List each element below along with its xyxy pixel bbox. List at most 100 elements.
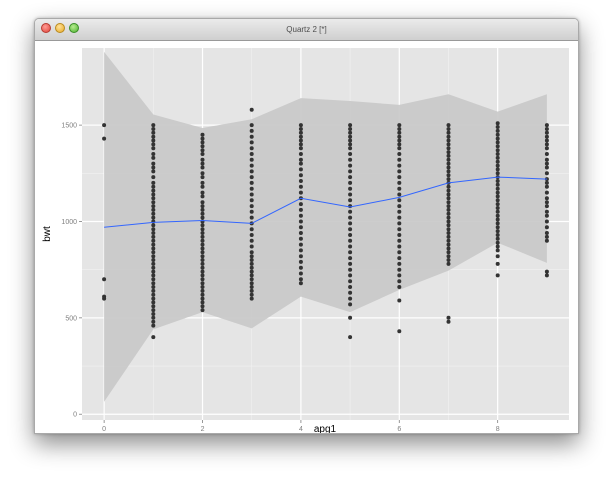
data-point	[200, 254, 205, 259]
data-point	[495, 206, 500, 210]
data-point	[249, 134, 254, 139]
data-point	[249, 281, 254, 286]
data-point	[348, 209, 353, 214]
data-point	[249, 209, 254, 214]
data-point	[200, 292, 205, 297]
data-point	[495, 261, 500, 266]
data-point	[151, 265, 156, 270]
data-point	[495, 182, 500, 187]
data-point	[495, 194, 500, 199]
data-point	[249, 288, 254, 293]
data-point	[397, 227, 402, 232]
chart-svg: 0 2 4 6 8 0 500 1000 1500 apg1 bwt	[42, 48, 569, 433]
data-point	[200, 238, 205, 243]
data-point	[348, 279, 353, 284]
data-point	[544, 142, 549, 147]
data-point	[397, 298, 402, 303]
data-point	[446, 227, 451, 232]
data-point	[298, 231, 303, 235]
data-point	[544, 190, 549, 195]
data-point	[249, 186, 254, 191]
data-point	[151, 196, 156, 201]
data-point	[151, 304, 156, 309]
data-point	[544, 165, 549, 170]
data-point	[348, 157, 353, 162]
data-point	[544, 231, 549, 235]
data-point	[495, 152, 500, 156]
data-point	[397, 130, 402, 135]
data-point	[249, 204, 254, 209]
data-point	[544, 273, 549, 278]
data-point	[249, 250, 254, 255]
data-point	[249, 152, 254, 156]
data-point	[348, 180, 353, 185]
data-point	[200, 285, 205, 289]
data-point	[249, 123, 254, 128]
data-point	[151, 123, 156, 128]
data-point	[200, 190, 205, 195]
minimize-button[interactable]	[55, 23, 65, 33]
data-point	[249, 258, 254, 262]
data-point	[200, 140, 205, 145]
data-point	[151, 250, 156, 255]
data-point	[151, 204, 156, 209]
data-point	[151, 261, 156, 266]
data-point	[298, 167, 303, 172]
data-point	[249, 169, 254, 174]
data-point	[348, 192, 353, 197]
data-point	[495, 248, 500, 253]
data-point	[495, 132, 500, 137]
data-point	[397, 267, 402, 272]
data-point	[151, 211, 156, 216]
data-point	[348, 267, 353, 272]
data-point	[446, 207, 451, 212]
data-point	[200, 258, 205, 262]
data-point	[249, 215, 254, 220]
data-point	[200, 132, 205, 137]
data-point	[348, 250, 353, 255]
data-point	[446, 238, 451, 243]
confidence-band	[104, 51, 547, 402]
data-point	[348, 244, 353, 249]
data-point	[544, 219, 549, 224]
data-point	[446, 315, 451, 320]
data-point	[495, 155, 500, 160]
data-point	[446, 196, 451, 201]
close-button[interactable]	[41, 23, 51, 33]
data-point	[544, 209, 549, 214]
data-point	[298, 134, 303, 139]
data-point	[249, 296, 254, 301]
data-point	[544, 146, 549, 151]
data-point	[151, 277, 156, 282]
data-point	[446, 177, 451, 182]
title-bar[interactable]: Quartz 2 [*]	[35, 19, 578, 41]
data-point	[298, 277, 303, 282]
data-point	[298, 190, 303, 195]
data-point	[544, 184, 549, 189]
data-point	[151, 285, 156, 289]
data-point	[397, 157, 402, 162]
data-point	[446, 200, 451, 205]
data-point	[544, 177, 549, 182]
data-point	[151, 300, 156, 305]
x-axis: 0 2 4 6 8	[102, 420, 500, 433]
data-point	[397, 285, 402, 289]
data-point	[200, 161, 205, 166]
x-tick-label: 6	[397, 426, 401, 433]
data-point	[397, 198, 402, 203]
data-point	[249, 285, 254, 289]
data-point	[397, 180, 402, 185]
plot-canvas: 0 2 4 6 8 0 500 1000 1500 apg1 bwt	[35, 41, 578, 433]
data-point	[200, 144, 205, 149]
data-point	[446, 246, 451, 251]
data-point	[495, 167, 500, 172]
data-point	[544, 130, 549, 135]
x-tick-label: 0	[102, 426, 106, 433]
data-point	[151, 169, 156, 174]
data-point	[495, 159, 500, 164]
data-point	[298, 225, 303, 230]
data-point	[151, 296, 156, 301]
data-point	[397, 138, 402, 143]
data-point	[495, 202, 500, 207]
zoom-button[interactable]	[69, 23, 79, 33]
